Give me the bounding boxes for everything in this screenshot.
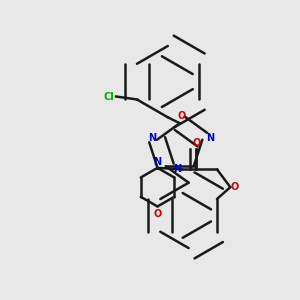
Text: N: N bbox=[173, 164, 181, 174]
Text: O: O bbox=[192, 138, 200, 148]
Text: O: O bbox=[231, 182, 239, 192]
Text: O: O bbox=[177, 111, 185, 121]
Text: N: N bbox=[206, 133, 214, 143]
Text: N: N bbox=[148, 133, 157, 143]
Text: O: O bbox=[153, 209, 162, 219]
Text: N: N bbox=[153, 157, 162, 167]
Text: Cl: Cl bbox=[104, 92, 115, 101]
